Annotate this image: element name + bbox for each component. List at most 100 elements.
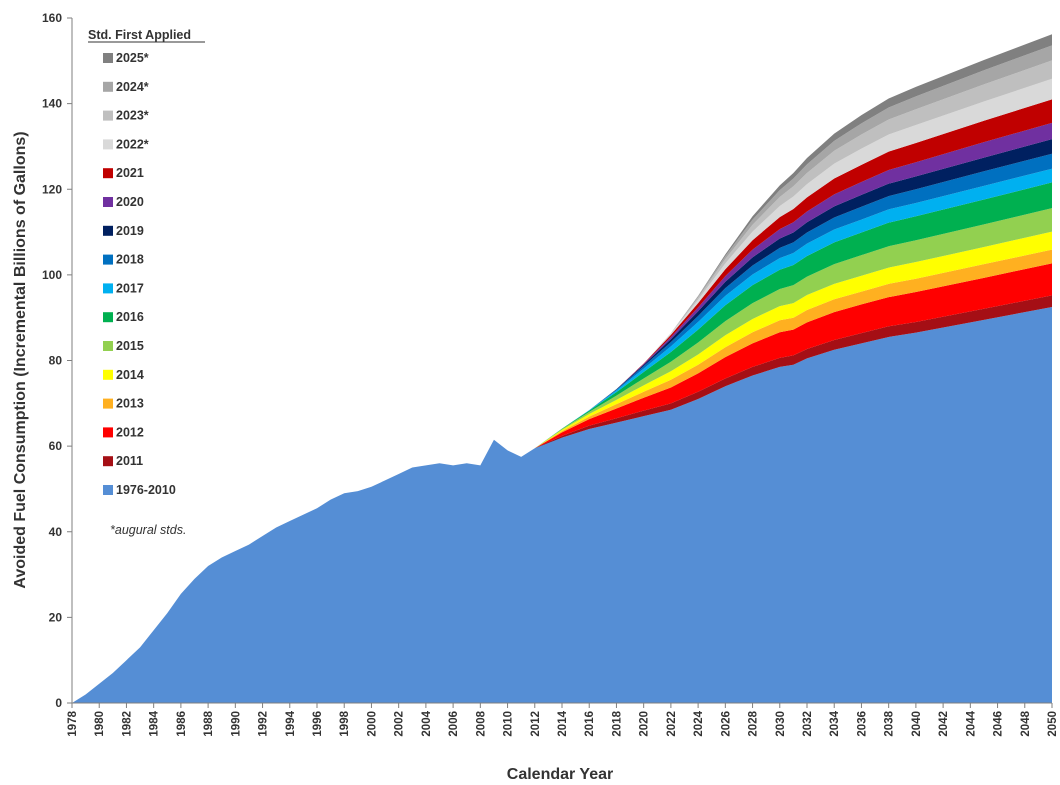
legend-swatch	[103, 312, 113, 323]
legend-swatch	[103, 341, 113, 351]
x-tick-label: 2044	[965, 710, 977, 736]
x-tick-label: 1998	[339, 710, 351, 736]
legend-item-2020: 2020	[103, 195, 144, 209]
y-tick-label: 120	[42, 182, 62, 196]
legend-label: 2023*	[116, 109, 149, 123]
x-tick-label: 1996	[312, 711, 324, 737]
area-2016	[534, 182, 1052, 449]
x-tick-label: 2016	[584, 711, 596, 737]
legend-label: 2016	[116, 310, 144, 324]
x-tick-label: 1984	[149, 710, 161, 736]
legend-label: 1976-2010	[116, 483, 176, 497]
y-tick-label: 0	[55, 696, 62, 710]
x-tick-label: 1994	[285, 710, 297, 736]
x-tick-label: 1978	[67, 710, 79, 736]
legend-item-2012: 2012	[103, 425, 144, 439]
legend-swatch	[103, 369, 113, 380]
y-tick-label: 40	[49, 525, 63, 539]
legend-swatch	[103, 283, 113, 294]
y-tick-label: 140	[42, 97, 62, 111]
legend-title: Std. First Applied	[88, 28, 191, 42]
legend-label: 2014	[116, 368, 144, 382]
x-tick-label: 1982	[121, 711, 133, 737]
y-tick-label: 60	[49, 439, 63, 453]
legend-item-2024: 2024*	[103, 80, 149, 94]
area-layers	[72, 34, 1052, 703]
legend-item-2025: 2025*	[103, 51, 149, 65]
x-tick-label: 2010	[503, 711, 515, 737]
x-tick-label: 2046	[993, 711, 1005, 737]
legend-label: 2020	[116, 195, 144, 209]
legend-item-2021: 2021	[103, 166, 144, 180]
legend-label: 2015	[116, 339, 144, 353]
x-tick-label: 2038	[884, 710, 896, 736]
legend-item-2016: 2016	[103, 310, 144, 324]
x-tick-label: 2004	[421, 710, 433, 736]
x-axis-title: Calendar Year	[507, 766, 613, 783]
x-tick-label: 2030	[775, 711, 787, 737]
legend-item-2022: 2022*	[103, 137, 149, 151]
x-tick-label: 2008	[475, 710, 487, 736]
legend-label: 2012	[116, 425, 144, 439]
x-tick-label: 2050	[1047, 711, 1059, 737]
x-tick-label: 2034	[829, 710, 841, 736]
legend-swatch	[103, 197, 113, 207]
legend-swatch	[103, 225, 113, 236]
x-tick-label: 2006	[448, 711, 460, 737]
x-tick-label: 2048	[1020, 710, 1032, 736]
legend-item-2015: 2015	[103, 339, 144, 353]
y-tick-label: 80	[49, 354, 63, 368]
x-tick-label: 2018	[611, 710, 623, 736]
legend-item-1976-2010: 1976-2010	[103, 483, 176, 497]
y-axis-title: Avoided Fuel Consumption (Incremental Bi…	[12, 131, 29, 588]
legend-item-2018: 2018	[103, 253, 144, 267]
x-tick-label: 2036	[856, 711, 868, 737]
x-tick-label: 2014	[557, 710, 569, 736]
legend-item-2023: 2023*	[103, 109, 149, 123]
area-2014	[534, 231, 1052, 449]
legend-swatch	[103, 427, 113, 438]
legend-swatch	[103, 168, 113, 179]
x-tick-label: 2022	[666, 711, 678, 737]
x-tick-label: 2028	[748, 710, 760, 736]
legend-label: 2021	[116, 166, 144, 180]
y-tick-label: 20	[49, 610, 63, 624]
legend-swatch	[103, 456, 113, 467]
legend-swatch	[103, 53, 113, 63]
legend-label: 2013	[116, 397, 144, 411]
x-tick-label: 2002	[394, 711, 406, 737]
area-2015	[534, 208, 1052, 449]
x-tick-label: 2000	[366, 711, 378, 737]
legend-item-2017: 2017	[103, 281, 144, 295]
area-2012	[534, 263, 1052, 449]
legend-label: 2017	[116, 281, 144, 295]
legend-label: 2025*	[116, 51, 149, 65]
legend-swatch	[103, 139, 113, 150]
y-tick-label: 160	[42, 11, 62, 25]
area-2021	[534, 99, 1052, 449]
legend-label: 2024*	[116, 80, 149, 94]
x-tick-label: 1980	[94, 711, 106, 737]
x-axis-ticks: 1978 1980 1982 1984 1986 1988 1990 1992 1994 1996…	[67, 703, 1059, 737]
legend-label: 2011	[116, 454, 143, 468]
x-tick-label: 2032	[802, 711, 814, 737]
x-tick-label: 1990	[230, 711, 242, 737]
x-tick-label: 2026	[720, 711, 732, 737]
legend-label: 2019	[116, 224, 144, 238]
legend-label: 2018	[116, 253, 144, 267]
x-tick-label: 1988	[203, 710, 215, 736]
legend-swatch	[103, 485, 113, 495]
x-tick-label: 2024	[693, 710, 705, 736]
x-tick-label: 1992	[258, 711, 270, 737]
legend-label: 2022*	[116, 137, 149, 151]
legend-swatch	[103, 254, 113, 265]
y-axis-ticks: 0 20 40 60 80 100 120 140 160	[42, 11, 72, 710]
legend-swatch	[103, 110, 113, 121]
x-tick-label: 2042	[938, 711, 950, 737]
area-2013	[534, 249, 1052, 449]
legend-item-2014: 2014	[103, 368, 144, 382]
legend-item-2011: 2011	[103, 454, 143, 468]
area-2011	[534, 295, 1052, 449]
x-tick-label: 2012	[530, 711, 542, 737]
